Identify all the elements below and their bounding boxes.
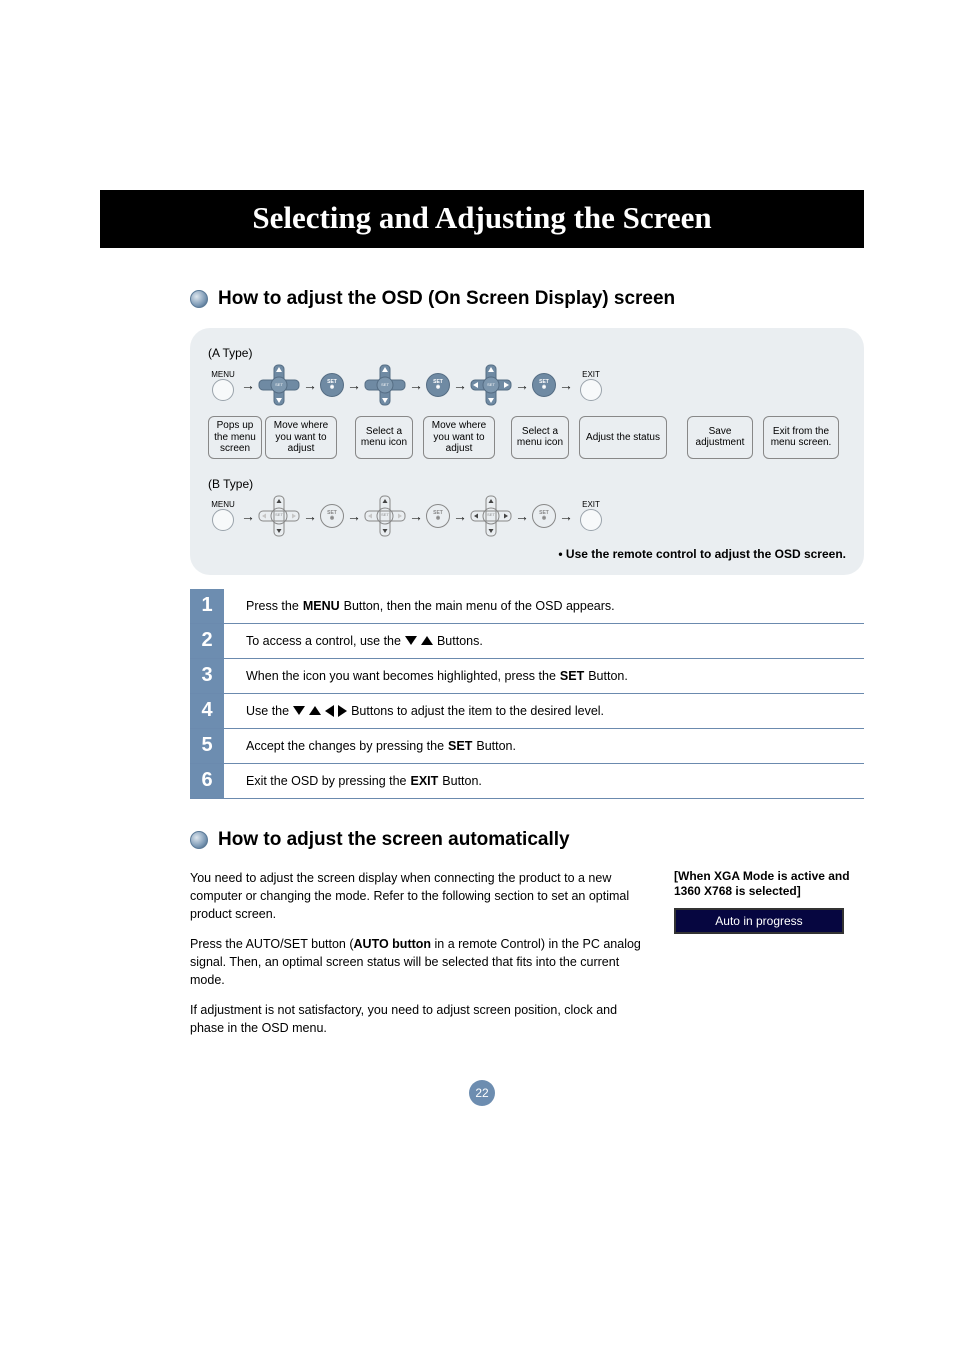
arrow-icon: → [303, 508, 317, 524]
caption-box: Move where you want to adjust [423, 416, 495, 459]
menu-text: MENU [211, 370, 235, 379]
xga-note: [When XGA Mode is active and 1360 X768 i… [674, 869, 864, 900]
exit-text: EXIT [582, 500, 600, 509]
caption-box: Select a menu icon [511, 416, 569, 459]
arrow-icon: → [453, 377, 467, 393]
arrow-icon: → [409, 377, 423, 393]
triangle-down-icon [405, 636, 417, 645]
arrow-icon: → [303, 377, 317, 393]
section1-heading: How to adjust the OSD (On Screen Display… [190, 288, 864, 310]
step-row: 1Press the MENU Button, then the main me… [190, 589, 864, 624]
type-a-label: (A Type) [208, 346, 846, 360]
step-row: 3When the icon you want becomes highligh… [190, 659, 864, 694]
step-number: 5 [190, 729, 224, 763]
step-row: 2To access a control, use the Buttons. [190, 624, 864, 659]
triangle-left-icon [325, 705, 334, 717]
triangle-up-icon [421, 636, 433, 645]
caption-row: Pops up the menu screen Move where you w… [208, 416, 846, 459]
auto-para3: If adjustment is not satisfactory, you n… [190, 1001, 654, 1037]
step-row: 4Use the Buttons to adjust the item to t… [190, 694, 864, 729]
step-row: 6Exit the OSD by pressing the EXIT Butto… [190, 764, 864, 799]
arrow-icon: → [409, 508, 423, 524]
section2-heading: How to adjust the screen automatically [190, 829, 864, 851]
step-text: Exit the OSD by pressing the EXIT Button… [224, 774, 482, 788]
caption-box: Pops up the menu screen [208, 416, 262, 459]
caption-box: Exit from the menu screen. [763, 416, 839, 459]
step-text: Accept the changes by pressing the SET B… [224, 739, 516, 753]
svg-text:SET: SET [275, 382, 283, 387]
caption-box: Adjust the status [579, 416, 667, 459]
triangle-down-icon [293, 706, 305, 715]
svg-text:SET: SET [487, 512, 495, 517]
step-text: To access a control, use the Buttons. [224, 634, 483, 648]
remote-note: • Use the remote control to adjust the O… [208, 547, 846, 561]
auto-text-column: You need to adjust the screen display wh… [190, 869, 654, 1050]
triangle-right-icon [338, 705, 347, 717]
dpad-icon: SET [470, 364, 512, 406]
dpad-outline-icon: SET [470, 495, 512, 537]
set-outline-icon: SET◉ [426, 504, 450, 528]
dpad-icon: SET [364, 364, 406, 406]
set-outline-icon: SET◉ [320, 504, 344, 528]
menu-text: MENU [211, 500, 235, 509]
step-number: 4 [190, 694, 224, 728]
arrow-icon: → [241, 508, 255, 524]
svg-text:SET: SET [381, 512, 389, 517]
arrow-icon: → [347, 377, 361, 393]
step-text: Press the MENU Button, then the main men… [224, 599, 615, 613]
menu-button-icon [212, 379, 234, 401]
auto-progress-box: Auto in progress [674, 908, 844, 934]
section2-title: How to adjust the screen automatically [218, 829, 570, 851]
dpad-outline-icon: SET [364, 495, 406, 537]
svg-text:SET: SET [487, 382, 495, 387]
set-button-icon: SET◉ [320, 373, 344, 397]
svg-text:SET: SET [381, 382, 389, 387]
section1-title: How to adjust the OSD (On Screen Display… [218, 288, 675, 310]
arrow-icon: → [559, 508, 573, 524]
auto-para1: You need to adjust the screen display wh… [190, 869, 654, 923]
dpad-icon: SET [258, 364, 300, 406]
step-row: 5Accept the changes by pressing the SET … [190, 729, 864, 764]
chapter-title: Selecting and Adjusting the Screen [100, 190, 864, 248]
auto-adjust-section: You need to adjust the screen display wh… [190, 869, 864, 1050]
step-number: 2 [190, 624, 224, 658]
dpad-outline-icon: SET [258, 495, 300, 537]
flow-row-b: MENU → SET → SET◉ → SET → SET◉ → [208, 495, 846, 537]
bullet-icon [190, 290, 208, 308]
arrow-icon: → [515, 508, 529, 524]
caption-box: Select a menu icon [355, 416, 413, 459]
step-number: 3 [190, 659, 224, 693]
type-b-label: (B Type) [208, 477, 846, 491]
caption-box: Move where you want to adjust [265, 416, 337, 459]
step-number: 6 [190, 764, 224, 798]
exit-button-icon [580, 509, 602, 531]
step-text: When the icon you want becomes highlight… [224, 669, 628, 683]
set-button-icon: SET◉ [426, 373, 450, 397]
bullet-icon [190, 831, 208, 849]
triangle-up-icon [309, 706, 321, 715]
steps-list: 1Press the MENU Button, then the main me… [190, 589, 864, 799]
page-number: 22 [100, 1080, 864, 1106]
menu-button-icon [212, 509, 234, 531]
osd-diagram-panel: (A Type) MENU → SET → SET◉ → SET → SET◉ [190, 328, 864, 575]
page-badge: 22 [469, 1080, 495, 1106]
arrow-icon: → [347, 508, 361, 524]
caption-box: Save adjustment [687, 416, 753, 459]
step-text: Use the Buttons to adjust the item to th… [224, 704, 604, 718]
auto-para2: Press the AUTO/SET button (AUTO button i… [190, 935, 654, 989]
flow-row-a: MENU → SET → SET◉ → SET → SET◉ → [208, 364, 846, 406]
set-outline-icon: SET◉ [532, 504, 556, 528]
step-number: 1 [190, 589, 224, 623]
set-button-icon: SET◉ [532, 373, 556, 397]
arrow-icon: → [241, 377, 255, 393]
arrow-icon: → [559, 377, 573, 393]
exit-button-icon [580, 379, 602, 401]
auto-right-column: [When XGA Mode is active and 1360 X768 i… [674, 869, 864, 1050]
exit-text: EXIT [582, 370, 600, 379]
arrow-icon: → [453, 508, 467, 524]
svg-text:SET: SET [275, 512, 283, 517]
arrow-icon: → [515, 377, 529, 393]
